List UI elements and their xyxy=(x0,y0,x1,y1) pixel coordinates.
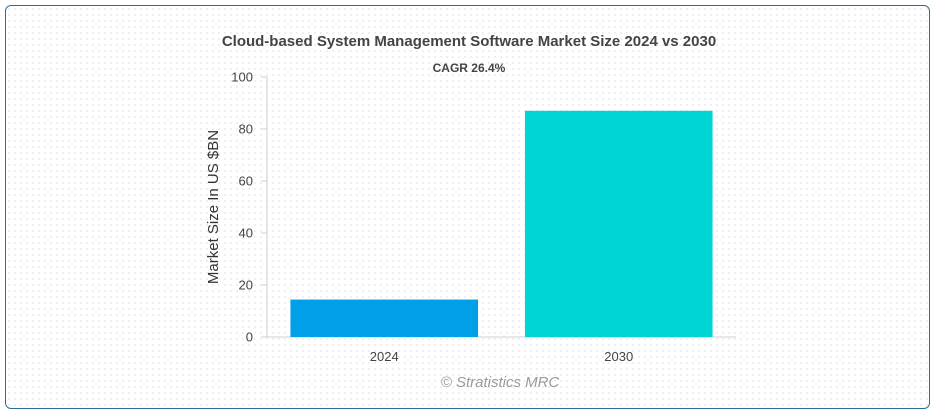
x-tick-label: 2024 xyxy=(370,349,399,364)
bar-2024 xyxy=(290,299,479,337)
y-tick-label: 100 xyxy=(231,70,253,85)
y-tick-label: 60 xyxy=(239,174,253,189)
chart-title: Cloud-based System Management Software M… xyxy=(222,33,716,50)
y-tick-label: 40 xyxy=(239,226,253,241)
credit-text: © Stratistics MRC xyxy=(441,374,560,391)
chart-frame xyxy=(5,5,930,409)
y-tick-label: 0 xyxy=(246,330,253,345)
bar-2030 xyxy=(524,110,713,337)
chart-subtitle: CAGR 26.4% xyxy=(433,61,506,75)
x-tick-label: 2030 xyxy=(604,349,633,364)
y-axis-label: Market Size In US $BN xyxy=(205,130,222,284)
y-tick-label: 80 xyxy=(239,122,253,137)
y-tick-label: 20 xyxy=(239,278,253,293)
